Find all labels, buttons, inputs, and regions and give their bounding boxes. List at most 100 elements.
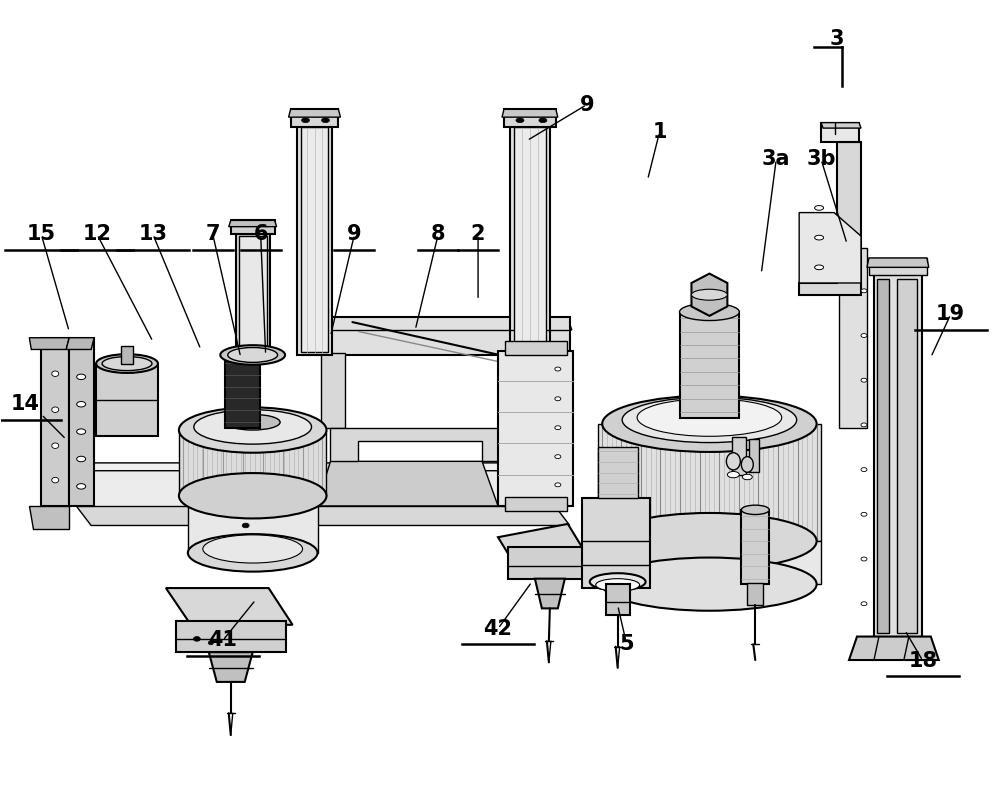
Bar <box>505 498 567 511</box>
Bar <box>505 341 567 355</box>
Bar <box>291 109 338 126</box>
Bar <box>749 440 759 473</box>
Ellipse shape <box>194 410 312 444</box>
Bar <box>869 258 927 276</box>
Ellipse shape <box>52 371 59 377</box>
Text: 42: 42 <box>484 619 513 639</box>
Bar <box>498 353 523 428</box>
Polygon shape <box>188 496 318 553</box>
Ellipse shape <box>516 118 524 122</box>
Text: 15: 15 <box>27 225 56 244</box>
Ellipse shape <box>77 374 86 380</box>
Text: 7: 7 <box>206 225 220 244</box>
Ellipse shape <box>77 484 86 489</box>
Polygon shape <box>821 122 861 128</box>
Text: 5: 5 <box>619 634 634 655</box>
Ellipse shape <box>637 399 782 436</box>
Bar <box>598 447 638 498</box>
Polygon shape <box>598 541 821 584</box>
Ellipse shape <box>188 476 318 515</box>
Ellipse shape <box>680 303 739 320</box>
Ellipse shape <box>52 443 59 448</box>
Polygon shape <box>209 652 253 682</box>
Polygon shape <box>330 428 510 462</box>
Bar <box>839 248 867 428</box>
Ellipse shape <box>726 453 740 470</box>
Ellipse shape <box>96 354 158 373</box>
Ellipse shape <box>861 513 867 517</box>
Text: 41: 41 <box>208 630 237 651</box>
Polygon shape <box>867 258 929 268</box>
Polygon shape <box>76 506 570 525</box>
Ellipse shape <box>179 473 326 518</box>
Ellipse shape <box>228 348 278 363</box>
Bar <box>69 338 94 506</box>
Text: 3a: 3a <box>762 149 790 170</box>
Ellipse shape <box>861 557 867 561</box>
Bar <box>514 126 546 352</box>
Bar <box>76 463 555 506</box>
Ellipse shape <box>225 414 280 430</box>
Ellipse shape <box>602 513 817 569</box>
Text: 12: 12 <box>83 225 112 244</box>
Text: 9: 9 <box>579 95 594 115</box>
Polygon shape <box>179 430 326 496</box>
Ellipse shape <box>555 367 561 371</box>
Bar <box>239 236 267 352</box>
Ellipse shape <box>52 477 59 483</box>
Bar <box>301 126 328 352</box>
Ellipse shape <box>242 523 249 528</box>
Ellipse shape <box>179 407 326 453</box>
Text: 19: 19 <box>936 305 965 324</box>
Bar <box>41 338 69 506</box>
Bar <box>303 317 570 355</box>
Polygon shape <box>498 524 592 576</box>
Text: 3: 3 <box>830 29 844 49</box>
Ellipse shape <box>555 483 561 487</box>
Polygon shape <box>799 213 861 283</box>
Bar <box>874 276 922 637</box>
Ellipse shape <box>321 118 329 122</box>
Text: 3b: 3b <box>806 149 836 170</box>
Ellipse shape <box>188 534 318 571</box>
Ellipse shape <box>590 573 646 590</box>
Ellipse shape <box>815 206 824 210</box>
Text: 2: 2 <box>471 225 485 244</box>
Bar <box>680 312 739 418</box>
Polygon shape <box>317 462 498 506</box>
Ellipse shape <box>727 472 739 478</box>
Ellipse shape <box>815 265 824 270</box>
Text: 6: 6 <box>253 225 268 244</box>
Polygon shape <box>535 579 565 608</box>
Ellipse shape <box>861 602 867 606</box>
Polygon shape <box>303 318 572 330</box>
Ellipse shape <box>220 345 285 365</box>
Bar <box>510 124 550 355</box>
Ellipse shape <box>741 457 753 473</box>
Ellipse shape <box>77 456 86 462</box>
Ellipse shape <box>77 429 86 434</box>
Ellipse shape <box>555 425 561 429</box>
Ellipse shape <box>539 118 547 122</box>
Ellipse shape <box>602 557 817 611</box>
Ellipse shape <box>691 289 727 300</box>
Polygon shape <box>229 221 277 227</box>
Bar <box>821 122 859 142</box>
Text: 13: 13 <box>138 225 167 244</box>
Ellipse shape <box>861 289 867 293</box>
Bar <box>508 547 590 579</box>
Ellipse shape <box>861 378 867 382</box>
Ellipse shape <box>596 579 640 591</box>
Bar <box>741 509 769 584</box>
Ellipse shape <box>225 349 260 360</box>
Ellipse shape <box>193 637 200 641</box>
Bar <box>504 109 556 126</box>
Ellipse shape <box>52 407 59 412</box>
Ellipse shape <box>741 505 769 514</box>
Bar <box>747 583 763 605</box>
Polygon shape <box>849 637 939 660</box>
Text: 14: 14 <box>11 394 40 414</box>
Polygon shape <box>502 109 558 117</box>
Polygon shape <box>166 588 293 625</box>
Ellipse shape <box>203 535 303 563</box>
